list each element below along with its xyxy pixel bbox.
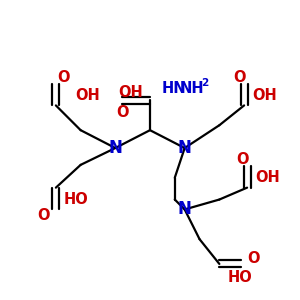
Text: HO: HO	[227, 270, 252, 285]
Text: O: O	[58, 70, 70, 85]
Text: O: O	[38, 208, 50, 223]
Text: O: O	[233, 70, 245, 85]
Text: N: N	[178, 139, 192, 157]
Text: N: N	[178, 200, 192, 218]
Text: HN: HN	[162, 81, 187, 96]
Text: OH: OH	[252, 88, 277, 103]
Text: OH: OH	[255, 170, 280, 185]
Text: O: O	[116, 105, 128, 120]
Text: N: N	[108, 139, 122, 157]
Text: O: O	[247, 251, 260, 266]
Text: OH: OH	[118, 85, 142, 100]
Text: HO: HO	[64, 192, 88, 207]
Text: 2: 2	[202, 78, 209, 88]
Text: OH: OH	[76, 88, 100, 103]
Text: O: O	[236, 152, 248, 167]
Text: NH: NH	[180, 81, 204, 96]
